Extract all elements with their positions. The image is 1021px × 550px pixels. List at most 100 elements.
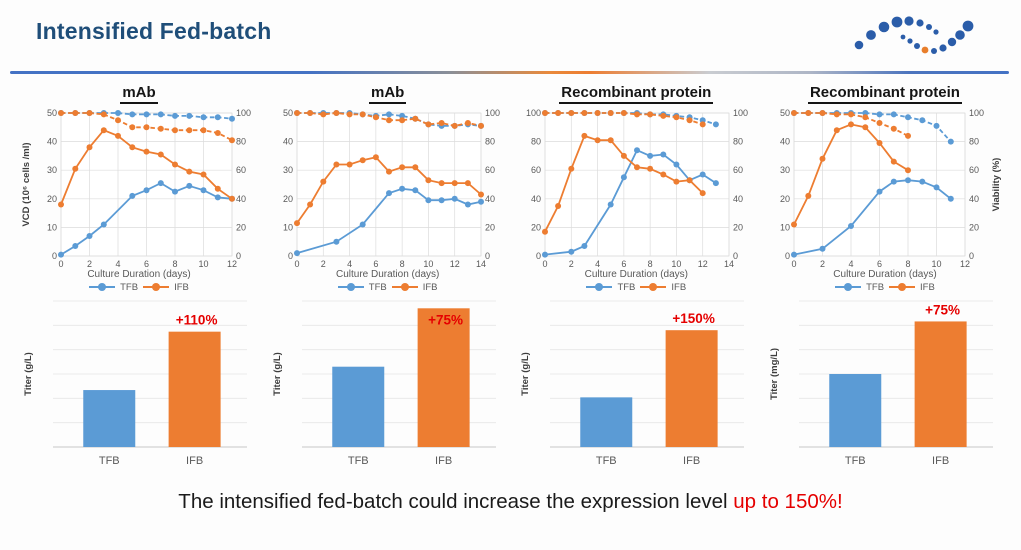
data-point-marker — [862, 124, 869, 131]
data-point-marker — [100, 221, 107, 228]
x-tick-label: 4 — [848, 259, 853, 269]
ifb-legend-swatch-icon — [640, 283, 667, 291]
data-point-marker — [542, 251, 549, 258]
left-y-tick-label: 20 — [531, 222, 541, 232]
left-y-tick-label: 40 — [780, 137, 790, 147]
data-point-marker — [157, 111, 164, 118]
data-point-marker — [660, 151, 667, 158]
data-point-marker — [477, 198, 484, 205]
data-point-marker — [594, 137, 601, 144]
data-point-marker — [451, 180, 458, 187]
conclusion-text: The intensified fed-batch could increase… — [0, 490, 1021, 514]
data-point-marker — [86, 233, 93, 239]
left-y-tick-label: 30 — [283, 165, 293, 175]
data-point-marker — [186, 127, 193, 134]
data-point-marker — [847, 111, 854, 118]
x-tick-label: 8 — [905, 259, 910, 269]
legend: TFB IFB — [89, 281, 189, 293]
data-point-marker — [72, 243, 79, 249]
right-y-tick-label: 80 — [969, 137, 979, 147]
data-point-marker — [904, 167, 911, 174]
x-tick-label: 4 — [347, 259, 352, 269]
data-point-marker — [890, 111, 897, 118]
left-y-axis-label: VCD (10⁶ cells /ml) — [21, 142, 32, 226]
data-point-marker — [790, 251, 797, 258]
data-point-marker — [819, 155, 826, 162]
data-point-marker — [862, 114, 869, 121]
data-point-marker — [186, 182, 193, 189]
right-y-tick-label: 100 — [969, 108, 984, 118]
bar-tfb — [580, 397, 633, 447]
increase-annotation: +110% — [176, 313, 218, 328]
bar-tfb — [829, 374, 882, 447]
data-point-marker — [172, 127, 178, 134]
data-point-marker — [833, 127, 840, 134]
left-y-tick-label: 20 — [283, 194, 293, 204]
panel-recombinant-2: Recombinant protein 0 2 4 6 8 10 12 0 0 10 20 20 40 3… — [762, 84, 1008, 473]
tfb-legend-label: TFB — [368, 281, 387, 293]
data-point-marker — [385, 111, 392, 118]
increase-annotation: +75% — [925, 302, 960, 317]
data-point-marker — [143, 148, 150, 155]
data-point-marker — [919, 117, 926, 124]
x-tick-label: 2 — [320, 259, 325, 269]
data-point-marker — [581, 110, 588, 116]
tfb-legend-label: TFB — [866, 281, 885, 293]
data-point-marker — [862, 110, 869, 116]
data-point-marker — [660, 112, 667, 119]
data-point-marker — [713, 180, 720, 187]
panel-title: mAb — [368, 84, 407, 104]
left-y-tick-label: 40 — [531, 194, 541, 204]
data-point-marker — [157, 125, 164, 132]
left-y-tick-label: 20 — [47, 194, 57, 204]
data-point-marker — [568, 110, 575, 116]
category-label-ifb: IFB — [683, 455, 700, 467]
data-point-marker — [385, 190, 392, 197]
tfb-legend-label: TFB — [120, 281, 139, 293]
data-point-marker — [214, 194, 221, 201]
x-tick-label: 0 — [791, 259, 796, 269]
chart-panels: mAb 0 2 4 6 8 10 12 0 0 10 20 20 40 30 60 40 80 50 100 VCD … — [16, 84, 1008, 473]
data-point-marker — [477, 122, 484, 129]
data-point-marker — [346, 111, 353, 118]
right-y-tick-label: 40 — [485, 194, 495, 204]
data-point-marker — [229, 137, 235, 144]
data-point-marker — [647, 165, 654, 172]
data-point-marker — [919, 178, 926, 185]
data-point-marker — [464, 180, 471, 187]
category-label-tfb: TFB — [348, 455, 369, 467]
conclusion-text-red: up to 150%! — [733, 490, 843, 513]
data-point-marker — [214, 185, 221, 192]
bar-ifb — [417, 308, 470, 447]
data-point-marker — [876, 140, 883, 146]
data-point-marker — [568, 165, 575, 172]
data-point-marker — [398, 185, 405, 192]
data-point-marker — [186, 168, 193, 175]
data-point-marker — [293, 250, 300, 257]
x-axis-label: Culture Duration (days) — [584, 269, 688, 280]
x-tick-label: 10 — [423, 259, 433, 269]
left-y-tick-label: 20 — [780, 194, 790, 204]
data-point-marker — [100, 111, 107, 118]
x-tick-label: 12 — [698, 259, 708, 269]
data-point-marker — [86, 144, 93, 151]
category-label-tfb: TFB — [845, 455, 866, 467]
data-point-marker — [904, 132, 911, 139]
data-point-marker — [647, 111, 654, 118]
data-point-marker — [100, 127, 107, 134]
left-y-tick-label: 50 — [283, 108, 293, 118]
x-tick-label: 4 — [115, 259, 120, 269]
category-label-ifb: IFB — [186, 455, 203, 467]
data-point-marker — [700, 117, 707, 124]
data-point-marker — [172, 161, 178, 168]
data-point-marker — [72, 165, 79, 172]
data-point-marker — [214, 130, 221, 136]
data-point-marker — [621, 174, 628, 181]
left-y-tick-label: 50 — [47, 108, 57, 118]
data-point-marker — [542, 228, 549, 235]
data-point-marker — [890, 158, 897, 165]
right-y-tick-label: 100 — [485, 108, 500, 118]
x-tick-label: 6 — [622, 259, 627, 269]
x-tick-label: 6 — [144, 259, 149, 269]
